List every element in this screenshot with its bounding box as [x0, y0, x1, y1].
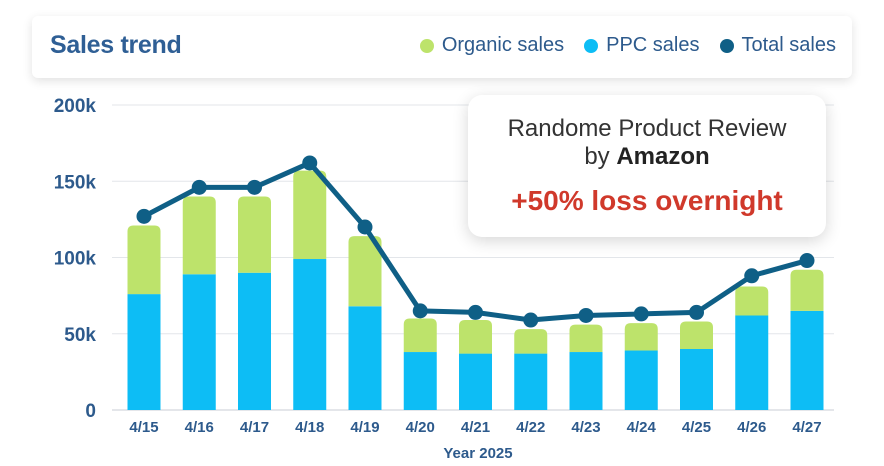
- y-tick-label: 50k: [64, 325, 96, 346]
- total-sales-point: [799, 253, 815, 269]
- y-tick-label: 100k: [54, 249, 97, 270]
- legend-swatch-total: [719, 38, 734, 53]
- chart-title: Sales trend: [50, 31, 182, 59]
- legend-label-ppc: PPC sales: [606, 34, 700, 56]
- total-sales-point: [302, 155, 318, 171]
- callout-line-2: by Amazon: [468, 143, 826, 171]
- bar-organic: [293, 170, 327, 260]
- x-tick-label: 4/18: [295, 419, 324, 436]
- total-sales-point: [523, 312, 539, 328]
- y-tick-label: 200k: [54, 96, 97, 117]
- total-sales-point: [357, 219, 373, 235]
- bar-ppc: [127, 294, 161, 410]
- legend-item-ppc[interactable]: PPC sales: [584, 34, 700, 57]
- x-tick-label: 4/23: [571, 419, 600, 436]
- legend-label-organic: Organic sales: [441, 34, 565, 56]
- review-callout: Randome Product Review by Amazon +50% lo…: [468, 95, 826, 237]
- total-sales-point: [744, 268, 760, 284]
- x-tick-label: 4/15: [129, 419, 158, 436]
- total-sales-point: [689, 304, 704, 320]
- bar-organic: [735, 286, 769, 316]
- bar-organic: [403, 318, 437, 353]
- bar-organic: [127, 225, 161, 295]
- bar-organic: [459, 320, 492, 354]
- x-tick-label: 4/19: [350, 419, 379, 436]
- total-sales-point: [578, 307, 594, 323]
- total-sales-point: [633, 306, 649, 322]
- bar-organic: [348, 236, 382, 307]
- x-tick-label: 4/22: [516, 419, 545, 436]
- bar-ppc: [348, 306, 382, 410]
- callout-brand: Amazon: [616, 143, 710, 170]
- bar-ppc: [735, 315, 769, 410]
- bar-ppc: [238, 272, 271, 410]
- legend-swatch-organic: [419, 38, 434, 53]
- x-tick-label: 4/24: [627, 419, 657, 436]
- y-tick-label: 0: [85, 401, 96, 422]
- bar-ppc: [624, 350, 658, 410]
- total-sales-point: [136, 208, 152, 224]
- legend-item-organic[interactable]: Organic sales: [419, 34, 565, 57]
- bar-ppc: [569, 352, 603, 410]
- bar-organic: [182, 196, 216, 275]
- legend-label-total: Total sales: [741, 34, 837, 56]
- bar-ppc: [403, 352, 437, 410]
- x-tick-label: 4/25: [682, 419, 711, 436]
- x-axis-title: Year 2025: [443, 445, 512, 462]
- callout-by-text: by: [584, 143, 610, 170]
- callout-alert: +50% loss overnight: [511, 185, 783, 216]
- bar-organic: [680, 321, 713, 349]
- legend-item-total[interactable]: Total sales: [719, 34, 837, 57]
- total-sales-point: [412, 303, 428, 319]
- x-tick-label: 4/27: [792, 419, 821, 436]
- total-sales-point: [247, 179, 262, 195]
- bar-ppc: [293, 259, 327, 410]
- chart-legend: Organic sales PPC sales Total sales: [419, 34, 837, 57]
- x-tick-label: 4/16: [185, 419, 214, 436]
- total-sales-point: [191, 179, 207, 195]
- bar-ppc: [459, 353, 492, 410]
- bar-organic: [624, 323, 658, 351]
- total-sales-point: [468, 304, 483, 320]
- bar-organic: [790, 269, 824, 311]
- x-tick-label: 4/21: [461, 419, 490, 436]
- legend-swatch-ppc: [584, 38, 599, 53]
- x-tick-label: 4/26: [737, 419, 766, 436]
- bar-organic: [514, 329, 548, 354]
- bar-ppc: [514, 353, 548, 410]
- chart-header: Sales trend Organic sales PPC sales Tota…: [32, 16, 852, 78]
- bar-ppc: [790, 310, 824, 410]
- callout-line-1: Randome Product Review: [507, 115, 787, 142]
- bar-ppc: [680, 349, 713, 410]
- bar-organic: [238, 196, 271, 273]
- bar-ppc: [182, 274, 216, 410]
- x-tick-label: 4/17: [240, 419, 269, 436]
- x-tick-label: 4/20: [406, 419, 435, 436]
- bar-organic: [569, 324, 603, 353]
- y-tick-label: 150k: [54, 172, 97, 193]
